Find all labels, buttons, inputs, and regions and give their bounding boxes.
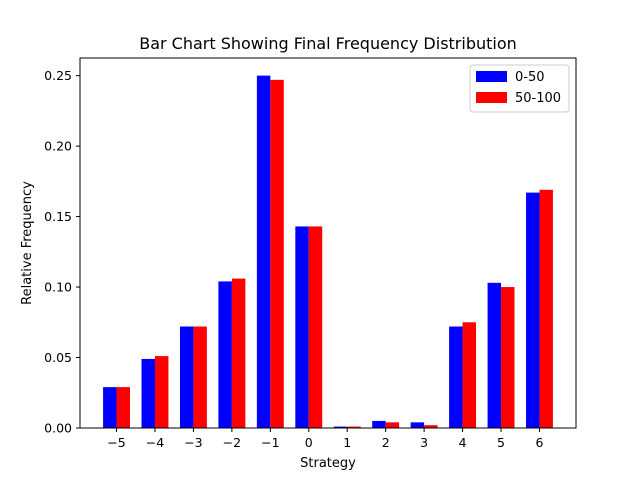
bar-50-100-−4 bbox=[154, 356, 169, 428]
legend-label-0-50: 0-50 bbox=[515, 70, 545, 85]
bar-50-100-2 bbox=[385, 422, 400, 428]
bar-0-50-0 bbox=[295, 226, 309, 428]
x-tick-label: −2 bbox=[223, 435, 241, 450]
chart-title: Bar Chart Showing Final Frequency Distri… bbox=[139, 34, 517, 53]
bar-0-50-−5 bbox=[103, 387, 117, 428]
bar-50-100-3 bbox=[424, 425, 438, 428]
bar-50-100-0 bbox=[308, 226, 323, 428]
bar-50-100-4 bbox=[462, 322, 477, 428]
y-tick-label: 0.05 bbox=[44, 350, 72, 365]
y-axis-ticks: 0.00 0.05 0.10 0.15 0.20 0.25 bbox=[44, 68, 80, 436]
bar-0-50-6 bbox=[526, 192, 540, 428]
y-tick-label: 0.00 bbox=[44, 421, 72, 436]
x-tick-label: 0 bbox=[305, 435, 313, 450]
bar-50-100-−3 bbox=[193, 326, 207, 428]
x-tick-label: 6 bbox=[535, 435, 543, 450]
x-tick-label: 5 bbox=[497, 435, 505, 450]
bar-0-50-−1 bbox=[256, 75, 271, 429]
bars-layer bbox=[103, 75, 553, 429]
bar-0-50-2 bbox=[372, 420, 386, 428]
legend-swatch-0-50 bbox=[476, 71, 507, 82]
bar-0-50-−4 bbox=[141, 358, 155, 428]
x-tick-label: −4 bbox=[146, 435, 164, 450]
bar-0-50-4 bbox=[449, 326, 463, 428]
bar-50-100-−5 bbox=[116, 387, 130, 428]
bar-50-100-−1 bbox=[270, 79, 284, 428]
bar-50-100-1 bbox=[347, 426, 361, 428]
bar-0-50-−2 bbox=[218, 281, 232, 428]
x-tick-label: 2 bbox=[382, 435, 390, 450]
x-tick-label: −5 bbox=[107, 435, 125, 450]
legend-swatch-50-100 bbox=[476, 92, 507, 103]
bar-0-50-1 bbox=[333, 426, 348, 428]
bar-50-100-5 bbox=[501, 287, 515, 428]
x-tick-label: −3 bbox=[184, 435, 202, 450]
x-tick-label: −1 bbox=[261, 435, 279, 450]
x-tick-label: 1 bbox=[343, 435, 351, 450]
bar-0-50-5 bbox=[487, 282, 502, 428]
x-axis-label: Strategy bbox=[300, 456, 356, 471]
bar-50-100-−2 bbox=[231, 278, 246, 428]
bar-0-50-3 bbox=[410, 422, 425, 428]
y-tick-label: 0.20 bbox=[44, 139, 72, 154]
legend: 0-50 50-100 bbox=[469, 64, 570, 113]
x-tick-label: 4 bbox=[459, 435, 467, 450]
plot-frame bbox=[79, 57, 577, 429]
y-tick-label: 0.10 bbox=[44, 280, 72, 295]
y-tick-label: 0.25 bbox=[44, 68, 72, 83]
bar-0-50-−3 bbox=[179, 326, 194, 428]
legend-label-50-100: 50-100 bbox=[515, 91, 561, 106]
y-axis-label: Relative Frequency bbox=[20, 181, 35, 305]
x-tick-label: 3 bbox=[420, 435, 428, 450]
bar-50-100-6 bbox=[539, 189, 553, 428]
y-tick-label: 0.15 bbox=[44, 209, 72, 224]
x-axis-ticks: −5 −4 −3 −2 −1 0 1 2 3 4 5 6 bbox=[107, 428, 543, 450]
